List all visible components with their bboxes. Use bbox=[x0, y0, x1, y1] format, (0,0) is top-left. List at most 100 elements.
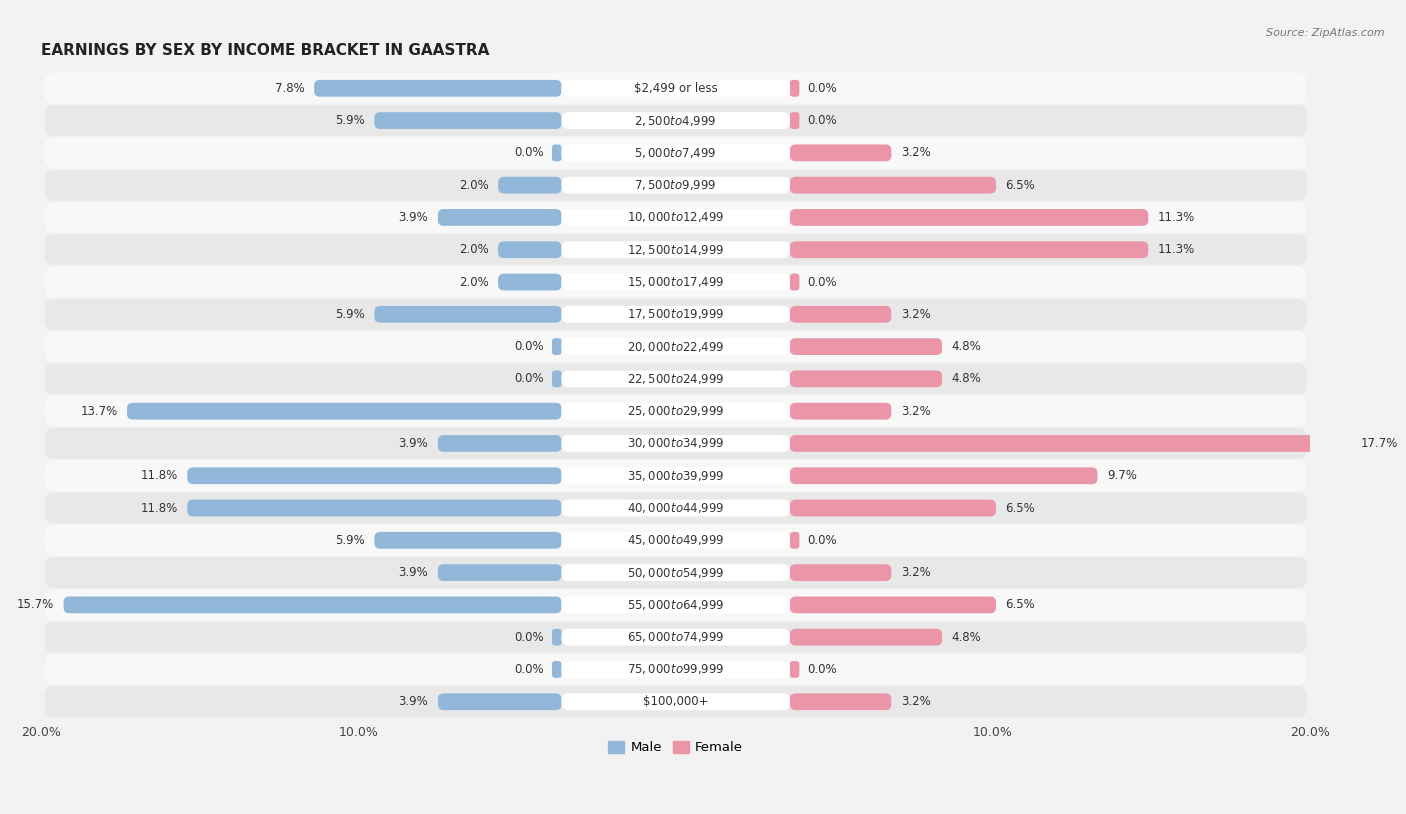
Text: 2.0%: 2.0% bbox=[458, 243, 488, 256]
Text: $5,000 to $7,499: $5,000 to $7,499 bbox=[634, 146, 717, 160]
FancyBboxPatch shape bbox=[437, 435, 561, 452]
Text: $2,499 or less: $2,499 or less bbox=[634, 81, 717, 94]
Text: 0.0%: 0.0% bbox=[515, 147, 544, 160]
FancyBboxPatch shape bbox=[561, 564, 790, 581]
Text: 2.0%: 2.0% bbox=[458, 178, 488, 191]
FancyBboxPatch shape bbox=[187, 467, 561, 484]
Text: $65,000 to $74,999: $65,000 to $74,999 bbox=[627, 630, 724, 644]
FancyBboxPatch shape bbox=[374, 532, 561, 549]
Text: $75,000 to $99,999: $75,000 to $99,999 bbox=[627, 663, 724, 676]
Text: 3.2%: 3.2% bbox=[901, 147, 931, 160]
Text: $25,000 to $29,999: $25,000 to $29,999 bbox=[627, 405, 724, 418]
Text: 2.0%: 2.0% bbox=[458, 275, 488, 288]
Text: 6.5%: 6.5% bbox=[1005, 501, 1035, 514]
FancyBboxPatch shape bbox=[127, 403, 561, 419]
Text: $35,000 to $39,999: $35,000 to $39,999 bbox=[627, 469, 724, 483]
FancyBboxPatch shape bbox=[790, 403, 891, 419]
FancyBboxPatch shape bbox=[790, 532, 800, 549]
Text: 3.2%: 3.2% bbox=[901, 566, 931, 579]
Text: 4.8%: 4.8% bbox=[952, 372, 981, 385]
FancyBboxPatch shape bbox=[63, 597, 561, 613]
Text: 6.5%: 6.5% bbox=[1005, 598, 1035, 611]
FancyBboxPatch shape bbox=[45, 396, 1306, 427]
FancyBboxPatch shape bbox=[790, 177, 995, 194]
FancyBboxPatch shape bbox=[45, 589, 1306, 620]
FancyBboxPatch shape bbox=[45, 331, 1306, 362]
FancyBboxPatch shape bbox=[561, 306, 790, 322]
Text: $40,000 to $44,999: $40,000 to $44,999 bbox=[627, 501, 724, 515]
FancyBboxPatch shape bbox=[561, 144, 790, 161]
FancyBboxPatch shape bbox=[790, 338, 942, 355]
FancyBboxPatch shape bbox=[790, 467, 1098, 484]
Text: 0.0%: 0.0% bbox=[807, 81, 837, 94]
FancyBboxPatch shape bbox=[561, 338, 790, 355]
FancyBboxPatch shape bbox=[790, 306, 891, 322]
Text: $7,500 to $9,999: $7,500 to $9,999 bbox=[634, 178, 717, 192]
FancyBboxPatch shape bbox=[314, 80, 561, 97]
FancyBboxPatch shape bbox=[561, 112, 790, 129]
Text: $10,000 to $12,499: $10,000 to $12,499 bbox=[627, 211, 724, 225]
FancyBboxPatch shape bbox=[45, 654, 1306, 685]
Text: 5.9%: 5.9% bbox=[335, 534, 366, 547]
FancyBboxPatch shape bbox=[561, 274, 790, 291]
Text: 13.7%: 13.7% bbox=[80, 405, 118, 418]
FancyBboxPatch shape bbox=[498, 274, 561, 291]
FancyBboxPatch shape bbox=[45, 622, 1306, 653]
Text: 0.0%: 0.0% bbox=[807, 114, 837, 127]
Text: 4.8%: 4.8% bbox=[952, 631, 981, 644]
Text: $22,500 to $24,999: $22,500 to $24,999 bbox=[627, 372, 724, 386]
Text: 0.0%: 0.0% bbox=[807, 275, 837, 288]
Text: 3.2%: 3.2% bbox=[901, 695, 931, 708]
Text: $100,000+: $100,000+ bbox=[643, 695, 709, 708]
FancyBboxPatch shape bbox=[45, 460, 1306, 491]
FancyBboxPatch shape bbox=[45, 72, 1306, 104]
Text: 3.9%: 3.9% bbox=[398, 211, 429, 224]
FancyBboxPatch shape bbox=[561, 403, 790, 419]
FancyBboxPatch shape bbox=[374, 306, 561, 322]
Text: 3.9%: 3.9% bbox=[398, 566, 429, 579]
Text: 4.8%: 4.8% bbox=[952, 340, 981, 353]
FancyBboxPatch shape bbox=[45, 525, 1306, 556]
FancyBboxPatch shape bbox=[187, 500, 561, 516]
FancyBboxPatch shape bbox=[45, 138, 1306, 168]
FancyBboxPatch shape bbox=[790, 597, 995, 613]
Text: 3.2%: 3.2% bbox=[901, 405, 931, 418]
Text: $2,500 to $4,999: $2,500 to $4,999 bbox=[634, 114, 717, 128]
Text: 9.7%: 9.7% bbox=[1107, 469, 1137, 482]
Text: $20,000 to $22,499: $20,000 to $22,499 bbox=[627, 339, 724, 353]
FancyBboxPatch shape bbox=[561, 435, 790, 452]
FancyBboxPatch shape bbox=[45, 363, 1306, 394]
FancyBboxPatch shape bbox=[790, 564, 891, 581]
Text: 11.8%: 11.8% bbox=[141, 469, 177, 482]
FancyBboxPatch shape bbox=[374, 112, 561, 129]
FancyBboxPatch shape bbox=[437, 209, 561, 225]
FancyBboxPatch shape bbox=[45, 202, 1306, 233]
FancyBboxPatch shape bbox=[498, 177, 561, 194]
Text: 11.8%: 11.8% bbox=[141, 501, 177, 514]
Text: 0.0%: 0.0% bbox=[807, 534, 837, 547]
Text: 17.7%: 17.7% bbox=[1361, 437, 1398, 450]
FancyBboxPatch shape bbox=[561, 241, 790, 258]
FancyBboxPatch shape bbox=[45, 686, 1306, 717]
FancyBboxPatch shape bbox=[561, 177, 790, 194]
FancyBboxPatch shape bbox=[553, 661, 561, 678]
FancyBboxPatch shape bbox=[553, 370, 561, 387]
Text: 7.8%: 7.8% bbox=[274, 81, 305, 94]
FancyBboxPatch shape bbox=[561, 209, 790, 225]
Text: 0.0%: 0.0% bbox=[515, 663, 544, 676]
FancyBboxPatch shape bbox=[790, 370, 942, 387]
FancyBboxPatch shape bbox=[561, 532, 790, 549]
FancyBboxPatch shape bbox=[45, 428, 1306, 459]
FancyBboxPatch shape bbox=[553, 628, 561, 646]
FancyBboxPatch shape bbox=[45, 105, 1306, 136]
FancyBboxPatch shape bbox=[790, 241, 1149, 258]
FancyBboxPatch shape bbox=[553, 338, 561, 355]
Text: 0.0%: 0.0% bbox=[515, 631, 544, 644]
Text: 11.3%: 11.3% bbox=[1157, 243, 1195, 256]
FancyBboxPatch shape bbox=[790, 112, 800, 129]
Text: 0.0%: 0.0% bbox=[515, 340, 544, 353]
Text: 15.7%: 15.7% bbox=[17, 598, 53, 611]
FancyBboxPatch shape bbox=[45, 169, 1306, 201]
Text: $30,000 to $34,999: $30,000 to $34,999 bbox=[627, 436, 724, 450]
FancyBboxPatch shape bbox=[561, 467, 790, 484]
